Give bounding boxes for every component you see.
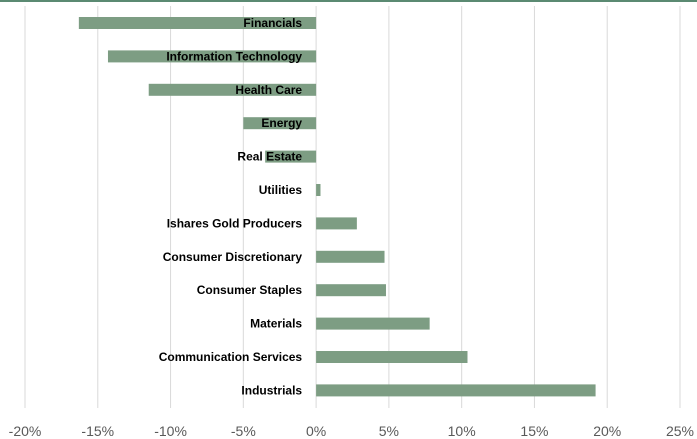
x-tick-label: 15% xyxy=(520,423,548,439)
category-label: Real Estate xyxy=(237,150,302,164)
bar xyxy=(316,250,385,263)
bar xyxy=(107,50,317,63)
bar xyxy=(243,117,317,130)
x-axis-tick-labels: -20% -15% -10% -5% 0% 5% 10% 15% 20% 25% xyxy=(9,423,694,439)
bar xyxy=(316,384,596,397)
bar xyxy=(78,17,317,29)
category-label: Communication Services xyxy=(159,350,303,364)
bar xyxy=(316,217,357,230)
x-tick-label: -20% xyxy=(9,423,42,439)
bar xyxy=(265,150,317,163)
bar xyxy=(316,184,321,196)
x-tick-label: 25% xyxy=(666,423,694,439)
x-tick-label: -10% xyxy=(154,423,187,439)
x-tick-label: -15% xyxy=(81,423,114,439)
category-label: Health Care xyxy=(235,83,302,97)
bars xyxy=(78,17,596,397)
x-tick-label: 5% xyxy=(379,423,399,439)
category-label: Materials xyxy=(250,317,302,331)
x-tick-label: 20% xyxy=(593,423,621,439)
category-label: Industrials xyxy=(241,383,302,397)
category-label: Energy xyxy=(261,116,302,130)
category-label: Information Technology xyxy=(166,49,302,63)
x-tick-label: 0% xyxy=(306,423,326,439)
category-label: Consumer Staples xyxy=(197,283,303,297)
category-label: Financials xyxy=(243,16,302,30)
gridlines xyxy=(24,6,681,408)
bar xyxy=(316,351,468,363)
category-label: Utilities xyxy=(259,183,303,197)
bar xyxy=(316,284,386,297)
x-tick-label: 10% xyxy=(448,423,476,439)
category-label: Consumer Discretionary xyxy=(163,250,303,264)
category-labels: Financials Information Technology Health C… xyxy=(159,16,303,397)
bar xyxy=(316,317,430,330)
category-label: Ishares Gold Producers xyxy=(167,216,303,230)
bar xyxy=(148,83,317,96)
x-tick-label: -5% xyxy=(231,423,256,439)
